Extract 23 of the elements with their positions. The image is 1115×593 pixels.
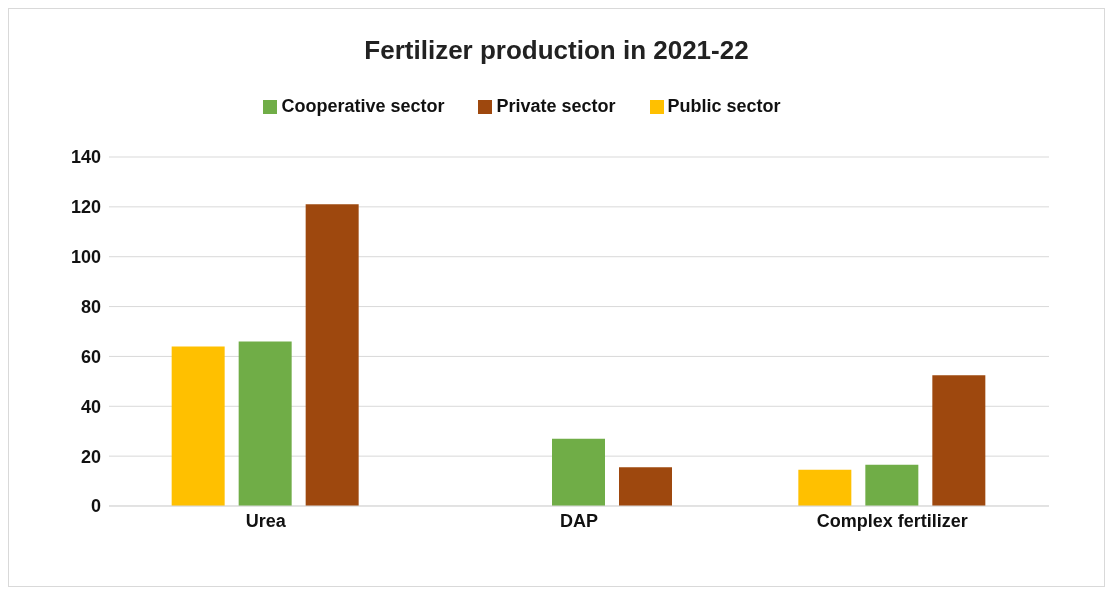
y-tick-label: 20: [80, 446, 101, 467]
legend-label: Cooperative sector: [281, 96, 445, 116]
y-tick-label: 0: [90, 496, 101, 517]
y-tick-label: 120: [70, 197, 101, 218]
y-tick-label: 100: [70, 247, 101, 268]
y-tick-label: 140: [70, 147, 101, 168]
legend-label: Private sector: [496, 96, 616, 116]
bar: [552, 438, 605, 506]
x-tick-label: Complex fertilizer: [816, 510, 968, 531]
bar: [865, 464, 919, 506]
bar: [305, 204, 359, 506]
bar: [171, 346, 225, 506]
x-tick-label: DAP: [559, 510, 599, 531]
y-tick-label: 40: [80, 396, 101, 417]
x-tick-label: Urea: [245, 510, 287, 531]
bar: [238, 341, 292, 506]
bar: [619, 467, 672, 506]
legend-label: Public sector: [667, 96, 781, 116]
y-tick-label: 80: [80, 296, 101, 317]
bar: [932, 375, 986, 506]
bar: [798, 469, 852, 506]
chart-title: Fertilizer production in 2021-22: [363, 35, 750, 66]
y-tick-label: 60: [80, 346, 101, 367]
